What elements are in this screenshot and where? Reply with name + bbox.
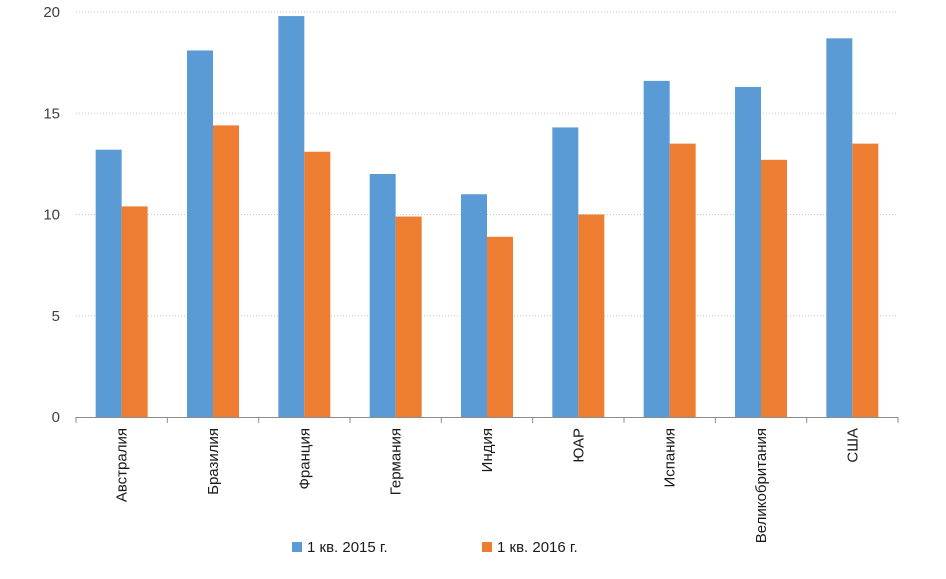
y-tick-label: 15 xyxy=(43,105,60,122)
bar-q1-2015-6 xyxy=(643,80,670,417)
bar-q1-2016-4 xyxy=(487,236,513,417)
x-category-label: Бразилия xyxy=(205,428,222,495)
x-category-label: Франция xyxy=(296,428,313,489)
bar-q1-2016-5 xyxy=(578,214,605,417)
legend: 1 кв. 2015 г. 1 кв. 2016 г. xyxy=(292,539,578,556)
y-tick-label: 5 xyxy=(52,308,60,325)
axes: 0 5 10 15 20 Австралия Бразилия Франция Германия… xyxy=(43,4,899,543)
bar-q1-2015-2 xyxy=(278,16,305,418)
y-tick-label: 20 xyxy=(43,4,60,21)
bar-q1-2016-0 xyxy=(121,206,148,417)
legend-label-q1-2015: 1 кв. 2015 г. xyxy=(307,539,388,556)
bar-q1-2016-6 xyxy=(669,143,696,417)
bars xyxy=(95,16,879,418)
bar-q1-2015-3 xyxy=(369,174,396,417)
bar-q1-2016-3 xyxy=(395,216,422,417)
bar-q1-2015-7 xyxy=(735,86,761,418)
bar-q1-2016-2 xyxy=(304,151,331,417)
x-category-label: Индия xyxy=(479,428,496,472)
x-category-label: ЮАР xyxy=(570,428,587,463)
x-category-label: Испания xyxy=(662,428,679,488)
bar-q1-2015-1 xyxy=(187,50,213,417)
y-tick-label: 0 xyxy=(52,409,60,426)
legend-label-q1-2016: 1 кв. 2016 г. xyxy=(497,539,578,556)
bar-q1-2016-8 xyxy=(852,143,879,417)
y-tick-label: 10 xyxy=(43,207,60,224)
legend-swatch-q1-2016 xyxy=(482,542,492,552)
x-category-label: Германия xyxy=(388,428,405,495)
x-category-label: США xyxy=(844,428,861,463)
legend-swatch-q1-2015 xyxy=(292,542,302,552)
bar-q1-2015-5 xyxy=(552,127,579,418)
bar-q1-2016-7 xyxy=(761,159,787,417)
bar-q1-2015-0 xyxy=(95,149,122,417)
bar-q1-2015-4 xyxy=(461,194,487,417)
x-category-label: Великобритания xyxy=(753,428,770,543)
bar-q1-2015-8 xyxy=(826,38,853,417)
x-category-label: Австралия xyxy=(114,428,131,502)
bar-q1-2016-1 xyxy=(213,125,239,418)
